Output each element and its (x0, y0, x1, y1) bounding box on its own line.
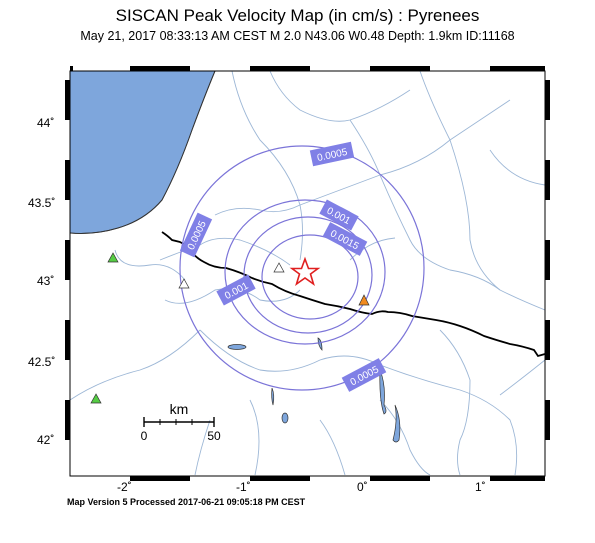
scale-bar: km 0 50 (141, 401, 221, 443)
map-footer: Map Version 5 Processed 2017-06-21 09:05… (67, 497, 306, 507)
lat-label-43-5: 43.5˚ (28, 196, 56, 210)
lon-label-1: 1˚ (475, 480, 486, 494)
station-triangle-orange[interactable] (358, 294, 370, 306)
station-triangle-white[interactable] (178, 278, 190, 289)
lon-label-m2: -2˚ (117, 480, 132, 494)
reservoirs (227, 337, 401, 443)
map-subtitle: May 21, 2017 08:33:13 AM CEST M 2.0 N43.… (80, 29, 515, 43)
lat-label-42-5: 42.5˚ (28, 355, 56, 369)
map-title: SISCAN Peak Velocity Map (in cm/s) : Pyr… (115, 6, 480, 25)
contour-group (179, 145, 425, 391)
station-triangle-white[interactable] (273, 262, 285, 273)
scale-start: 0 (141, 429, 148, 443)
sea-area (69, 70, 216, 234)
stations (90, 252, 370, 404)
station-triangle-green[interactable] (107, 252, 119, 263)
contour-0-001-inner (261, 234, 359, 320)
frame-ticks (65, 66, 550, 481)
contour-label-c5: 0.001 (216, 274, 256, 306)
lat-label-43: 43˚ (37, 274, 55, 288)
river-network (69, 70, 546, 476)
contour-0-001-outer (224, 199, 386, 345)
lat-label-42: 42˚ (37, 433, 55, 447)
contour-label-c1: 0.0005 (309, 141, 355, 167)
scale-unit: km (170, 401, 189, 417)
contour-label-c3: 0.001 (319, 199, 359, 231)
station-triangle-green[interactable] (90, 393, 102, 404)
scale-end: 50 (207, 429, 221, 443)
epicenter-star-icon[interactable] (289, 256, 321, 286)
border-line (161, 231, 546, 358)
lon-label-m1: -1˚ (236, 480, 251, 494)
lat-label-44: 44˚ (37, 116, 55, 130)
coastline (69, 70, 216, 234)
lon-label-0: 0˚ (357, 480, 368, 494)
contour-0-0015 (243, 216, 373, 334)
contour-outer (179, 145, 425, 391)
